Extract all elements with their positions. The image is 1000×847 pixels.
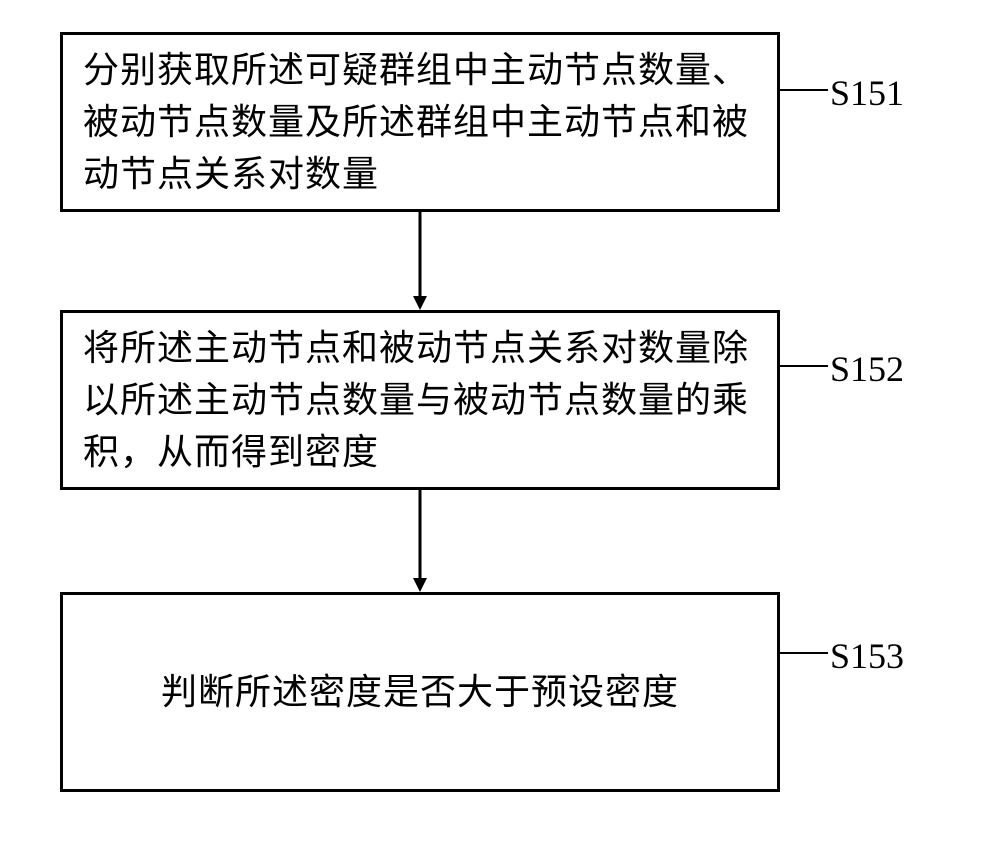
flow-node-2: 将所述主动节点和被动节点关系对数量除以所述主动节点数量与被动节点数量的乘积，从而… [60,310,780,490]
flow-node-2-text: 将所述主动节点和被动节点关系对数量除以所述主动节点数量与被动节点数量的乘积，从而… [83,322,757,479]
flow-node-2-label: S152 [830,348,904,390]
flowchart-canvas: 分别获取所述可疑群组中主动节点数量、被动节点数量及所述群组中主动节点和被动节点关… [0,0,1000,847]
flow-node-3-text: 判断所述密度是否大于预设密度 [161,666,679,718]
flow-node-1-label: S151 [830,72,904,114]
flow-node-1: 分别获取所述可疑群组中主动节点数量、被动节点数量及所述群组中主动节点和被动节点关… [60,32,780,212]
flow-node-1-text: 分别获取所述可疑群组中主动节点数量、被动节点数量及所述群组中主动节点和被动节点关… [83,44,757,201]
flow-node-3: 判断所述密度是否大于预设密度 [60,592,780,792]
flow-node-3-label: S153 [830,635,904,677]
